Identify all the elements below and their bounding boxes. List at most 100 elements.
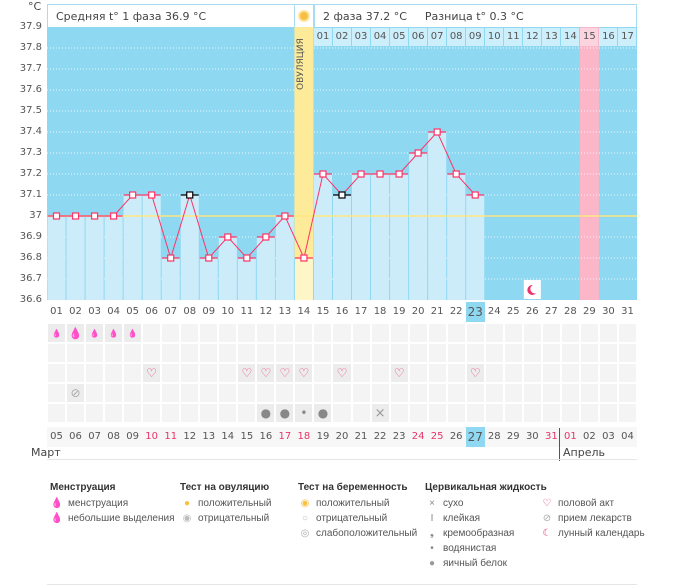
- cycle-day[interactable]: 04: [107, 306, 120, 317]
- calendar-date[interactable]: 26: [446, 427, 466, 447]
- cycle-day[interactable]: 08: [183, 306, 197, 317]
- menstruation-cell[interactable]: [485, 324, 503, 342]
- cycle-day[interactable]: 18: [373, 306, 387, 317]
- calendar-date[interactable]: 17: [275, 427, 295, 447]
- intercourse-cell[interactable]: [599, 364, 617, 382]
- medication-cell[interactable]: [276, 384, 294, 402]
- menstruation-cell[interactable]: [181, 324, 199, 342]
- menstruation-cell[interactable]: [143, 324, 161, 342]
- intercourse-cell[interactable]: [219, 364, 237, 382]
- ovulation-test-cell[interactable]: [276, 344, 294, 362]
- ovulation-test-cell[interactable]: [352, 344, 370, 362]
- menstruation-cell[interactable]: [523, 324, 541, 342]
- temperature-point[interactable]: [129, 191, 137, 199]
- medication-cell[interactable]: [143, 384, 161, 402]
- cycle-day[interactable]: 10: [221, 306, 235, 317]
- calendar-date[interactable]: 25: [427, 427, 447, 447]
- intercourse-cell[interactable]: ♡: [333, 364, 351, 382]
- cervical-cell[interactable]: [181, 404, 199, 422]
- temperature-point[interactable]: [186, 191, 194, 199]
- calendar-date[interactable]: 15: [237, 427, 257, 447]
- temperature-point[interactable]: [262, 233, 270, 241]
- menstruation-cell[interactable]: 💧: [48, 324, 66, 342]
- cycle-day[interactable]: 06: [145, 306, 159, 317]
- intercourse-cell[interactable]: [523, 364, 541, 382]
- intercourse-cell[interactable]: [428, 364, 446, 382]
- cervical-cell[interactable]: [618, 404, 636, 422]
- cervical-cell[interactable]: [200, 404, 218, 422]
- temperature-point[interactable]: [148, 191, 156, 199]
- calendar-date[interactable]: 30: [522, 427, 542, 447]
- medication-cell[interactable]: [333, 384, 351, 402]
- medication-cell[interactable]: [542, 384, 560, 402]
- ovulation-test-cell[interactable]: [314, 344, 332, 362]
- cervical-cell[interactable]: [219, 404, 237, 422]
- ovulation-test-cell[interactable]: [200, 344, 218, 362]
- cycle-day[interactable]: 21: [430, 306, 444, 317]
- intercourse-cell[interactable]: [200, 364, 218, 382]
- medication-cell[interactable]: [295, 384, 313, 402]
- ovulation-test-cell[interactable]: [428, 344, 446, 362]
- calendar-date[interactable]: 28: [484, 427, 504, 447]
- calendar-date[interactable]: 03: [598, 427, 618, 447]
- menstruation-cell[interactable]: [390, 324, 408, 342]
- cycle-day[interactable]: 09: [202, 306, 216, 317]
- medication-cell[interactable]: [409, 384, 427, 402]
- intercourse-cell[interactable]: [561, 364, 579, 382]
- menstruation-cell[interactable]: 💧: [67, 324, 85, 342]
- intercourse-cell[interactable]: ♡: [295, 364, 313, 382]
- temperature-point[interactable]: [110, 212, 118, 220]
- ovulation-test-cell[interactable]: [181, 344, 199, 362]
- cervical-cell[interactable]: [599, 404, 617, 422]
- calendar-date[interactable]: 31: [541, 427, 561, 447]
- ovulation-test-cell[interactable]: [542, 344, 560, 362]
- calendar-date[interactable]: 16: [256, 427, 276, 447]
- calendar-date[interactable]: 02: [579, 427, 599, 447]
- ovulation-test-cell[interactable]: [447, 344, 465, 362]
- medication-cell[interactable]: [219, 384, 237, 402]
- cycle-day[interactable]: 13: [278, 306, 292, 317]
- intercourse-cell[interactable]: ♡: [238, 364, 256, 382]
- intercourse-cell[interactable]: [181, 364, 199, 382]
- cervical-cell[interactable]: ●: [257, 404, 275, 422]
- temperature-point[interactable]: [433, 128, 441, 136]
- ovulation-test-cell[interactable]: [561, 344, 579, 362]
- calendar-date[interactable]: 09: [123, 427, 143, 447]
- cervical-cell[interactable]: [390, 404, 408, 422]
- ovulation-test-cell[interactable]: [86, 344, 104, 362]
- cycle-day[interactable]: 02: [69, 306, 82, 317]
- cycle-day[interactable]: 19: [392, 306, 406, 317]
- menstruation-cell[interactable]: [238, 324, 256, 342]
- temperature-point[interactable]: [414, 149, 422, 157]
- medication-cell[interactable]: [200, 384, 218, 402]
- ovulation-test-cell[interactable]: [238, 344, 256, 362]
- medication-cell[interactable]: [618, 384, 636, 402]
- ovulation-test-cell[interactable]: [124, 344, 142, 362]
- medication-cell[interactable]: ⊘: [67, 384, 85, 402]
- intercourse-cell[interactable]: ♡: [390, 364, 408, 382]
- calendar-date[interactable]: 04: [617, 427, 637, 447]
- temperature-point[interactable]: [281, 212, 289, 220]
- intercourse-cell[interactable]: [352, 364, 370, 382]
- menstruation-cell[interactable]: [447, 324, 465, 342]
- medication-cell[interactable]: [181, 384, 199, 402]
- temperature-point[interactable]: [300, 254, 308, 262]
- intercourse-cell[interactable]: [485, 364, 503, 382]
- cervical-cell[interactable]: [447, 404, 465, 422]
- ovulation-test-cell[interactable]: [295, 344, 313, 362]
- cervical-cell[interactable]: [561, 404, 579, 422]
- cycle-day[interactable]: 26: [525, 306, 539, 317]
- temperature-point[interactable]: [376, 170, 384, 178]
- calendar-date[interactable]: 08: [104, 427, 124, 447]
- cervical-cell[interactable]: [48, 404, 66, 422]
- ovulation-test-cell[interactable]: [580, 344, 598, 362]
- cervical-cell[interactable]: [105, 404, 123, 422]
- cervical-cell[interactable]: [466, 404, 484, 422]
- temperature-point[interactable]: [52, 212, 61, 220]
- menstruation-cell[interactable]: [314, 324, 332, 342]
- ovulation-test-cell[interactable]: [390, 344, 408, 362]
- cycle-day[interactable]: 27: [544, 306, 558, 317]
- cervical-cell[interactable]: [67, 404, 85, 422]
- intercourse-cell[interactable]: [580, 364, 598, 382]
- menstruation-cell[interactable]: 💧: [105, 324, 123, 342]
